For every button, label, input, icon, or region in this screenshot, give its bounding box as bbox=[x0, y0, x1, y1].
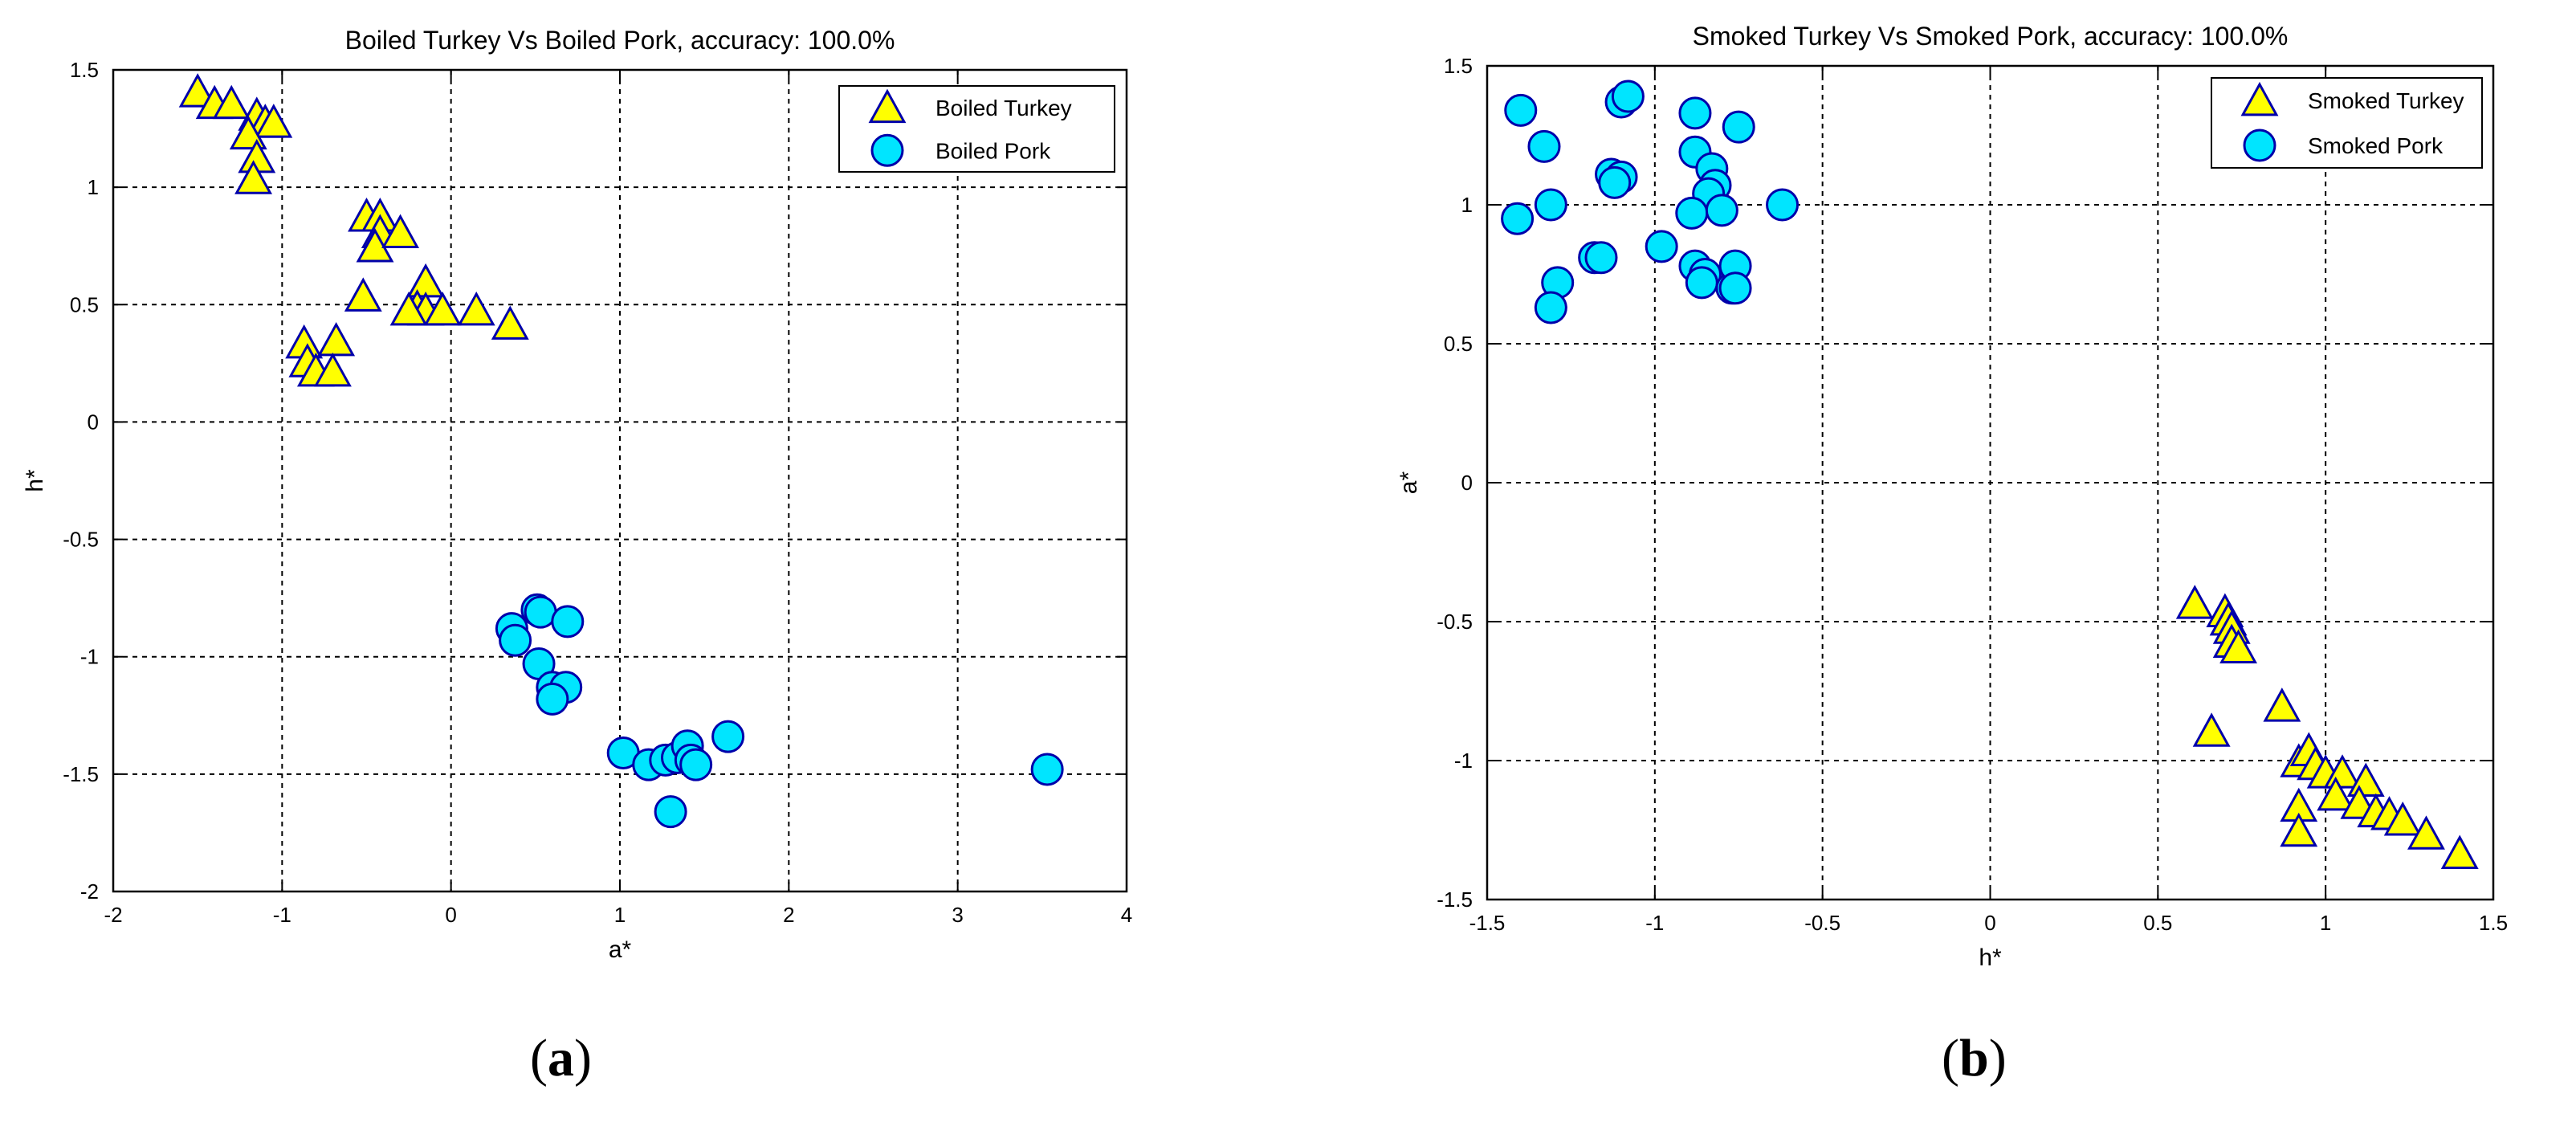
data-point-circle bbox=[711, 720, 745, 753]
x-tick-label: 4 bbox=[1121, 903, 1132, 927]
legend-marker-triangle bbox=[2240, 81, 2279, 116]
x-tick-label: 0.5 bbox=[2143, 911, 2172, 935]
data-point-triangle bbox=[2317, 776, 2355, 811]
data-point-triangle bbox=[313, 352, 352, 387]
panel-label-a: (a) bbox=[530, 1029, 592, 1087]
x-tick-label: 0 bbox=[445, 903, 456, 927]
data-point-circle bbox=[654, 795, 687, 829]
x-tick-label: -0.5 bbox=[1804, 911, 1840, 935]
y-tick-label: -2 bbox=[80, 879, 99, 904]
data-point-triangle bbox=[317, 321, 356, 357]
panel-label-b: (b) bbox=[1942, 1029, 2007, 1087]
data-point-circle bbox=[1501, 202, 1535, 235]
chart-title: Smoked Turkey Vs Smoked Pork, accuracy: … bbox=[1693, 22, 2289, 51]
data-point-triangle bbox=[2407, 815, 2445, 850]
data-point-triangle bbox=[457, 291, 495, 326]
data-point-triangle bbox=[234, 160, 273, 194]
data-point-triangle bbox=[381, 214, 420, 248]
y-axis-label: h* bbox=[22, 469, 48, 492]
chart-panel-b: -1.5 -1 -0.5 0 0.5 1 1.5 -1.5 -1 -0.5 0 0.5 1 1.5 Smok… bbox=[1396, 22, 2508, 971]
x-axis-label: a* bbox=[609, 936, 632, 963]
series-boiled-pork bbox=[495, 593, 1064, 829]
legend-label: Smoked Turkey bbox=[2308, 88, 2464, 113]
x-tick-label: 1 bbox=[2320, 911, 2331, 935]
x-tick-label: -1 bbox=[1645, 911, 1664, 935]
data-point-triangle bbox=[212, 84, 251, 120]
data-point-circle bbox=[536, 682, 569, 716]
y-tick-label: 1.5 bbox=[1444, 54, 1473, 78]
data-point-triangle bbox=[255, 104, 293, 138]
y-tick-label: 0.5 bbox=[70, 292, 99, 316]
series-smoked-turkey bbox=[2175, 585, 2479, 869]
y-tick-label: 1.5 bbox=[70, 58, 99, 82]
y-tick-label: 0 bbox=[1461, 471, 1473, 495]
y-tick-label: 1 bbox=[1461, 193, 1473, 217]
data-point-circle bbox=[1534, 188, 1567, 222]
data-point-circle bbox=[1722, 110, 1755, 144]
data-point-circle bbox=[1611, 80, 1645, 113]
data-point-triangle bbox=[178, 73, 217, 108]
chart-title: Boiled Turkey Vs Boiled Pork, accuracy: … bbox=[345, 26, 895, 55]
data-point-circle bbox=[551, 605, 585, 639]
legend-marker-circle bbox=[870, 133, 904, 167]
y-tick-label: -0.5 bbox=[1437, 610, 1473, 634]
legend-label: Smoked Pork bbox=[2308, 133, 2444, 158]
data-point-circle bbox=[1645, 230, 1678, 263]
y-tick-label: 1 bbox=[88, 175, 99, 199]
x-tick-label: -1.5 bbox=[1469, 911, 1506, 935]
data-point-triangle bbox=[2192, 712, 2231, 747]
y-tick-label: -1.5 bbox=[1437, 887, 1473, 912]
data-point-circle bbox=[1534, 291, 1567, 324]
data-point-circle bbox=[1584, 241, 1618, 275]
data-point-circle bbox=[679, 748, 713, 781]
chart-panel-a: -2 -1 0 1 2 3 4 -2 -1.5 -1 -0.5 0 0.5 1 1.5 Boiled Turk… bbox=[22, 26, 1132, 963]
x-tick-label: 1.5 bbox=[2479, 911, 2508, 935]
legend-marker-circle bbox=[2243, 129, 2276, 162]
x-tick-label: -2 bbox=[104, 903, 122, 927]
x-axis-label: h* bbox=[1979, 945, 2002, 971]
x-tick-label: 1 bbox=[614, 903, 626, 927]
data-point-triangle bbox=[2219, 629, 2258, 663]
x-tick-label: 2 bbox=[783, 903, 794, 927]
legend-marker-triangle bbox=[868, 88, 907, 124]
y-tick-label: -1 bbox=[1454, 749, 1473, 773]
data-point-circle bbox=[1675, 196, 1709, 230]
data-point-triangle bbox=[344, 277, 382, 312]
data-point-circle bbox=[1504, 93, 1538, 127]
series-smoked-pork bbox=[1501, 80, 1800, 324]
legend-label: Boiled Pork bbox=[935, 138, 1051, 163]
data-point-circle bbox=[499, 623, 532, 657]
y-tick-label: -1.5 bbox=[63, 762, 99, 786]
data-point-triangle bbox=[2280, 812, 2318, 847]
data-point-circle bbox=[1718, 271, 1752, 305]
data-point-circle bbox=[1678, 96, 1712, 130]
legend: Boiled Turkey Boiled Pork bbox=[838, 85, 1115, 173]
y-tick-label: 0.5 bbox=[1444, 332, 1473, 356]
y-tick-label: -1 bbox=[80, 645, 99, 669]
data-point-circle bbox=[1705, 194, 1738, 227]
data-point-triangle bbox=[2263, 687, 2301, 722]
x-tick-label: 3 bbox=[952, 903, 963, 927]
data-point-triangle bbox=[2383, 802, 2422, 836]
x-tick-label: -1 bbox=[273, 903, 291, 927]
data-point-triangle bbox=[423, 291, 462, 326]
legend: Smoked Turkey Smoked Pork bbox=[2211, 77, 2483, 169]
series-boiled-turkey bbox=[178, 73, 529, 387]
data-point-triangle bbox=[2440, 834, 2479, 869]
legend-label: Boiled Turkey bbox=[935, 96, 1072, 120]
data-point-circle bbox=[1598, 165, 1632, 199]
y-axis-label: a* bbox=[1396, 471, 1422, 494]
data-point-circle bbox=[1685, 266, 1718, 300]
data-point-triangle bbox=[2175, 585, 2214, 619]
y-tick-label: 0 bbox=[88, 410, 99, 434]
data-point-circle bbox=[1030, 753, 1064, 786]
x-tick-label: 0 bbox=[1984, 911, 1995, 935]
y-tick-label: -0.5 bbox=[63, 528, 99, 552]
data-point-triangle bbox=[389, 291, 428, 326]
data-point-circle bbox=[1527, 129, 1561, 163]
data-point-circle bbox=[1766, 188, 1800, 222]
data-point-triangle bbox=[491, 305, 529, 340]
